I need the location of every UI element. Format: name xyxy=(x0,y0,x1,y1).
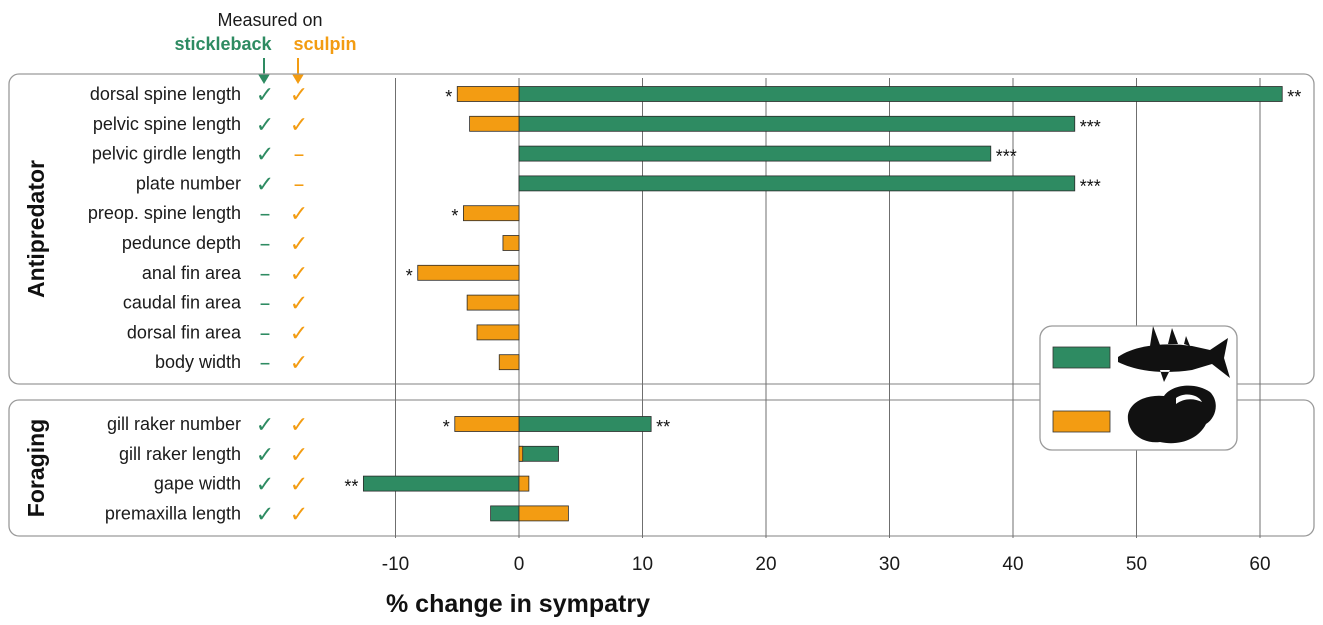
significance-label: ** xyxy=(656,417,670,437)
x-axis-ticks: -10 0 10 20 30 40 50 60 xyxy=(382,554,1271,575)
bar-stickleback xyxy=(362,475,520,492)
stickleback-header: stickleback xyxy=(174,34,272,54)
check-icon: ✓ xyxy=(290,202,308,227)
trait-label: plate number xyxy=(136,173,241,193)
significance-label: * xyxy=(406,266,413,286)
bar-stickleback xyxy=(518,416,652,432)
bar-stickleback xyxy=(518,115,1076,132)
bars: ******************* xyxy=(344,86,1301,522)
dash-icon: – xyxy=(294,172,305,197)
check-icon: ✓ xyxy=(256,143,274,168)
check-icon: ✓ xyxy=(256,83,274,108)
dash-icon: – xyxy=(260,351,271,376)
trait-label: gill raker length xyxy=(119,444,241,464)
bar-sculpin xyxy=(518,505,569,522)
check-icon: ✓ xyxy=(256,413,274,438)
x-tick-label: 0 xyxy=(514,554,525,575)
bar-sculpin xyxy=(476,324,520,341)
bar-sculpin xyxy=(466,294,520,311)
antipredator-panel xyxy=(8,73,1315,385)
trait-label: dorsal spine length xyxy=(90,84,241,104)
check-icon: ✓ xyxy=(290,351,308,376)
bar-stickleback xyxy=(518,175,1076,192)
sculpin-arrow-icon xyxy=(292,58,304,84)
bar-sculpin xyxy=(518,475,530,492)
bar-sculpin xyxy=(456,86,520,102)
x-tick-label: 40 xyxy=(1002,554,1023,575)
group-label-foraging: Foraging xyxy=(23,419,49,517)
bar-stickleback xyxy=(518,86,1283,102)
trait-label: preop. spine length xyxy=(88,203,241,223)
dash-icon: – xyxy=(260,321,271,346)
significance-label: * xyxy=(451,206,458,226)
check-icon: ✓ xyxy=(256,502,274,527)
trait-label: pelvic girdle length xyxy=(92,144,241,164)
bar-sculpin xyxy=(463,205,520,222)
foraging-panel xyxy=(8,399,1315,537)
dash-icon: – xyxy=(294,143,305,168)
trait-label: gill raker number xyxy=(107,414,241,434)
bar-stickleback xyxy=(518,445,559,462)
bar-stickleback xyxy=(490,505,520,522)
trait-label: dorsal fin area xyxy=(127,322,242,342)
legend-swatch-stickleback xyxy=(1052,346,1111,369)
x-tick-label: 50 xyxy=(1126,554,1147,575)
check-icon: ✓ xyxy=(290,443,308,468)
x-tick-label: -10 xyxy=(382,554,409,575)
check-icon: ✓ xyxy=(290,83,308,108)
bar-sculpin xyxy=(469,115,520,132)
dash-icon: – xyxy=(260,292,271,317)
x-tick-label: 60 xyxy=(1249,554,1270,575)
check-icon: ✓ xyxy=(290,502,308,527)
bar-sculpin xyxy=(454,416,520,432)
dash-icon: – xyxy=(260,202,271,227)
trait-label: pedunce depth xyxy=(122,233,241,253)
trait-rows: dorsal spine length ✓ ✓ pelvic spine length… xyxy=(88,83,308,527)
trait-label: premaxilla length xyxy=(105,503,241,523)
stickleback-arrow-icon xyxy=(258,58,270,84)
sculpin-icon xyxy=(1127,385,1216,444)
x-tick-label: 20 xyxy=(755,554,776,575)
significance-label: *** xyxy=(996,147,1017,167)
trait-label: pelvic spine length xyxy=(93,114,241,134)
trait-label: gape width xyxy=(154,474,241,494)
trait-label: caudal fin area xyxy=(123,293,242,313)
check-icon: ✓ xyxy=(290,292,308,317)
x-tick-label: 10 xyxy=(632,554,653,575)
trait-label: anal fin area xyxy=(142,263,242,283)
dash-icon: – xyxy=(260,262,271,287)
bar-sculpin xyxy=(502,235,520,251)
measured-on-label: Measured on xyxy=(217,10,322,30)
bar-sculpin xyxy=(518,445,524,462)
check-icon: ✓ xyxy=(256,473,274,498)
check-icon: ✓ xyxy=(256,172,274,197)
bar-sculpin xyxy=(417,264,520,281)
bar-stickleback xyxy=(518,145,992,162)
group-label-antipredator: Antipredator xyxy=(23,160,49,298)
significance-label: * xyxy=(445,87,452,107)
check-icon: ✓ xyxy=(256,113,274,138)
sculpin-header: sculpin xyxy=(293,34,356,54)
check-icon: ✓ xyxy=(290,262,308,287)
check-icon: ✓ xyxy=(290,473,308,498)
significance-label: ** xyxy=(1287,87,1301,107)
bar-sculpin xyxy=(498,354,520,371)
x-axis-label: % change in sympatry xyxy=(386,590,650,618)
check-icon: ✓ xyxy=(256,443,274,468)
significance-label: * xyxy=(443,417,450,437)
significance-label: *** xyxy=(1080,176,1101,196)
legend-swatch-sculpin xyxy=(1052,410,1111,433)
x-tick-label: 30 xyxy=(879,554,900,575)
stickleback-icon xyxy=(1118,326,1230,382)
trait-label: body width xyxy=(155,352,241,372)
check-icon: ✓ xyxy=(290,321,308,346)
check-icon: ✓ xyxy=(290,413,308,438)
dash-icon: – xyxy=(260,232,271,257)
legend xyxy=(1039,325,1238,451)
check-icon: ✓ xyxy=(290,232,308,257)
significance-label: ** xyxy=(344,477,358,497)
check-icon: ✓ xyxy=(290,113,308,138)
significance-label: *** xyxy=(1080,117,1101,137)
